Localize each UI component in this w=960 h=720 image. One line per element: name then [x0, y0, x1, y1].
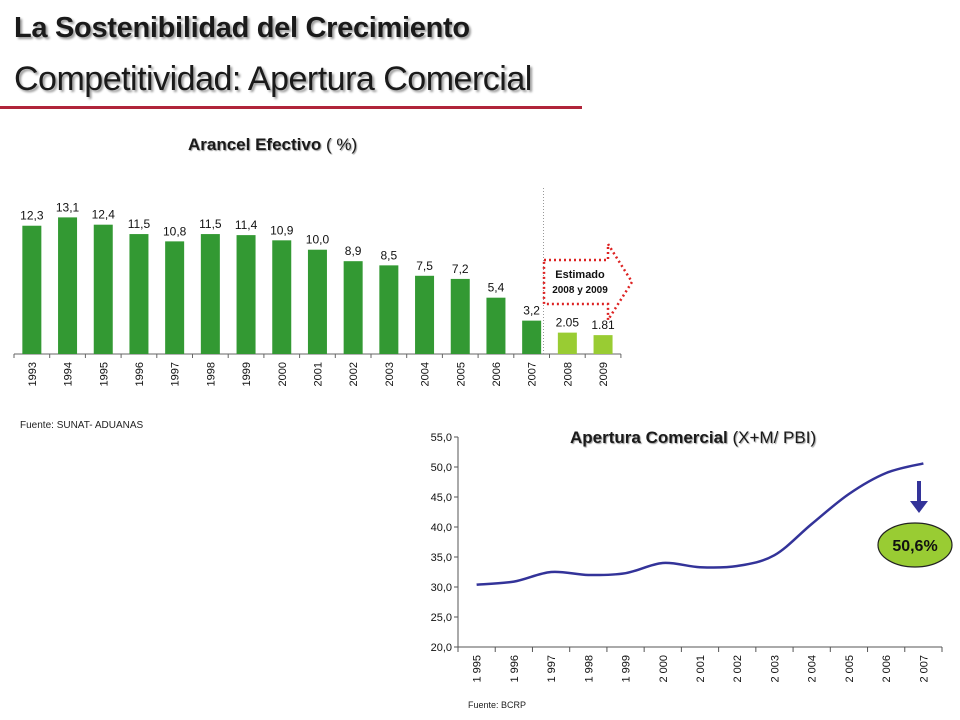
bar-2009	[593, 335, 613, 354]
bar-value-label: 11,4	[235, 218, 258, 232]
bar-value-label: 7,5	[416, 259, 433, 273]
bar-1997	[165, 241, 185, 354]
page-title: La Sostenibilidad del Crecimiento	[14, 12, 470, 44]
value-badge-oval	[877, 522, 953, 568]
value-badge: 50,6%	[877, 522, 953, 568]
bar-1995	[93, 224, 113, 354]
bar-2003	[379, 265, 399, 354]
line-x-tick-label: 2 001	[695, 655, 707, 683]
down-arrow-head	[910, 501, 928, 513]
estimate-callout-arrow	[542, 239, 634, 325]
apertura-line	[476, 462, 924, 586]
bar-value-label: 10,9	[270, 223, 294, 237]
bar-value-label: 2.05	[556, 316, 580, 330]
bar-category-label: 2009	[598, 362, 610, 386]
line-x-tick-label: 1 999	[621, 655, 633, 683]
bar-category-label: 1994	[63, 362, 75, 386]
bar-category-label: 1998	[205, 362, 217, 386]
line-x-tick-label: 1 997	[546, 655, 558, 683]
bar-value-label: 11,5	[199, 217, 222, 231]
bar-category-label: 2002	[348, 362, 360, 386]
bar-category-label: 1999	[241, 362, 253, 386]
bar-value-label: 8,9	[345, 244, 362, 258]
bar-chart: 12,3 1993 13,1 1994 12,4 1995 11,5 1996 10,8 1997…	[13, 188, 634, 386]
estimate-callout-line1: Estimado	[555, 269, 605, 281]
bar-category-label: 2008	[562, 362, 574, 386]
bar-1993	[22, 225, 42, 354]
line-y-tick-label: 45,0	[431, 492, 452, 504]
bar-2000	[272, 240, 292, 354]
bar-value-label: 8,5	[381, 248, 398, 262]
bar-2008	[557, 332, 577, 354]
bar-1998	[200, 234, 220, 354]
line-y-tick-label: 35,0	[431, 552, 452, 564]
bar-value-label: 12,3	[20, 209, 44, 223]
line-chart: 55,0 50,0 45,0 40,0 35,0 30,0 25,0 20,0 1 995 1 9…	[431, 432, 953, 683]
bar-category-label: 2006	[491, 362, 503, 386]
bar-category-label: 2007	[527, 362, 539, 386]
bar-category-label: 1995	[98, 362, 110, 386]
bar-category-label: 1996	[134, 362, 146, 386]
line-y-tick-label: 20,0	[431, 642, 452, 654]
line-x-tick-label: 2 007	[918, 655, 930, 683]
bar-1996	[129, 234, 149, 354]
bar-value-label: 1.81	[591, 318, 615, 332]
line-y-tick-label: 55,0	[431, 432, 452, 444]
line-x-tick-label: 2 005	[844, 655, 856, 683]
estimate-callout-line2: 2008 y 2009	[552, 285, 608, 296]
bar-1999	[236, 235, 256, 354]
line-x-tick-label: 2 000	[658, 655, 670, 683]
bar-category-label: 2000	[277, 362, 289, 386]
line-x-tick-label: 2 003	[769, 655, 781, 683]
value-badge-label: 50,6%	[892, 538, 937, 555]
bar-value-label: 13,1	[56, 200, 80, 214]
estimate-callout: Estimado 2008 y 2009	[542, 239, 634, 325]
bar-value-label: 10,8	[163, 224, 187, 238]
line-y-tick-label: 40,0	[431, 522, 452, 534]
line-y-tick-label: 25,0	[431, 612, 452, 624]
line-chart-source: Fuente: BCRP	[468, 700, 527, 710]
bar-category-label: 1993	[27, 362, 39, 386]
line-x-tick-label: 2 002	[732, 655, 744, 683]
title-underline	[0, 106, 582, 109]
line-chart-title-bold: Apertura Comercial	[570, 428, 728, 447]
bar-value-label: 3,2	[523, 304, 540, 318]
bar-chart-source: Fuente: SUNAT- ADUANAS	[20, 420, 144, 431]
line-x-tick-label: 1 996	[509, 655, 521, 683]
bar-chart-title: Arancel Efectivo ( %)	[188, 135, 357, 155]
bar-value-label: 7,2	[452, 262, 469, 276]
line-x-tick-label: 2 006	[881, 655, 893, 683]
bar-category-label: 2005	[455, 362, 467, 386]
bar-chart-title-unit: ( %)	[321, 135, 358, 154]
bar-category-label: 1997	[170, 362, 182, 386]
bar-2004	[415, 275, 435, 354]
bar-chart-title-bold: Arancel Efectivo	[188, 135, 322, 154]
bar-value-label: 5,4	[488, 281, 505, 295]
bar-1994	[58, 217, 78, 354]
bar-2007	[522, 320, 542, 354]
bar-2001	[307, 249, 327, 354]
bar-category-label: 2001	[312, 362, 324, 386]
page-subtitle: Competitividad: Apertura Comercial	[14, 60, 532, 98]
bar-value-label: 11,5	[128, 217, 151, 231]
line-x-tick-label: 1 995	[472, 655, 484, 683]
line-x-tick-label: 2 004	[807, 655, 819, 683]
line-y-tick-label: 30,0	[431, 582, 452, 594]
bar-value-label: 12,4	[92, 208, 116, 222]
bar-category-label: 2004	[420, 362, 432, 386]
line-y-tick-label: 50,0	[431, 462, 452, 474]
line-chart-title-unit: (X+M/ PBI)	[727, 428, 817, 447]
bar-2002	[343, 261, 363, 354]
line-chart-title: Apertura Comercial (X+M/ PBI)	[570, 428, 816, 448]
bar-category-label: 2003	[384, 362, 396, 386]
down-arrow-icon	[910, 481, 928, 513]
line-x-tick-label: 1 998	[583, 655, 595, 683]
bar-2005	[450, 278, 470, 354]
bar-2006	[486, 297, 506, 354]
bar-value-label: 10,0	[306, 233, 330, 247]
